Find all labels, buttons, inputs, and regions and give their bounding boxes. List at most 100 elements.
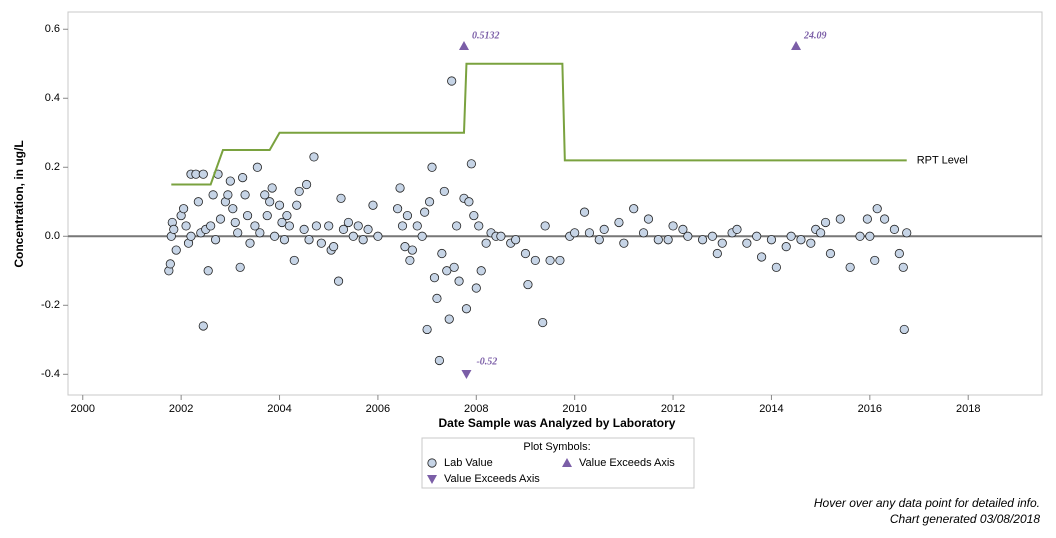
lab-value-point <box>324 221 334 231</box>
lab-value-point <box>766 235 777 245</box>
lab-value-point <box>233 228 243 238</box>
legend-label: Lab Value <box>444 457 493 469</box>
note: Chart generated 03/08/2018 <box>890 512 1040 526</box>
lab-value-point <box>466 159 476 169</box>
lab-value-point <box>862 214 872 224</box>
lab-value-point <box>786 231 796 241</box>
lab-value-point <box>434 355 444 366</box>
lab-value-point <box>338 224 349 234</box>
lab-value-point <box>781 242 791 252</box>
lab-value-point <box>193 197 203 207</box>
lab-value-point <box>898 262 908 272</box>
line-label: RPT Level <box>917 154 968 166</box>
lab-value-point <box>250 221 260 231</box>
lab-value-point <box>872 204 882 214</box>
lab-value-point <box>806 238 816 248</box>
lab-value-point <box>260 190 270 200</box>
lab-value-point <box>198 321 208 331</box>
lab-value-point <box>619 238 629 248</box>
lab-value-point <box>400 242 410 252</box>
lab-value-point <box>402 210 413 221</box>
y-tick-label: 0.4 <box>45 92 60 104</box>
lab-value-point <box>299 224 309 234</box>
lab-value-point <box>238 173 248 183</box>
lab-value-point <box>902 228 912 238</box>
lab-value-point <box>629 204 639 214</box>
x-axis-label: Date Sample was Analyzed by Laboratory <box>439 416 676 430</box>
lab-value-point <box>215 214 226 224</box>
lab-value-point <box>179 204 189 214</box>
x-tick-label: 2014 <box>759 403 783 415</box>
lab-value-point <box>171 245 181 255</box>
lab-value-point <box>235 262 245 272</box>
lab-value-point <box>879 214 890 224</box>
lab-value-point <box>223 190 233 200</box>
lab-value-point <box>442 266 452 276</box>
lab-value-point <box>732 224 742 234</box>
lab-value-point <box>186 231 196 241</box>
x-tick-label: 2002 <box>169 403 193 415</box>
lab-value-point <box>424 197 435 207</box>
lab-value-point <box>412 221 422 231</box>
lab-value-point <box>343 217 353 228</box>
lab-value-point <box>210 235 221 245</box>
lab-value-point <box>262 210 272 221</box>
lab-value-point <box>742 238 752 248</box>
lab-value-point <box>835 214 845 224</box>
lab-value-point <box>333 276 344 286</box>
lab-value-point <box>653 235 663 245</box>
exceeds-marker <box>791 41 802 50</box>
lab-value-point <box>198 169 208 179</box>
lab-value-point <box>594 235 604 245</box>
lab-value-point <box>311 221 322 231</box>
lab-value-point <box>289 255 299 266</box>
lab-value-point <box>796 235 806 245</box>
lab-value-point <box>870 255 880 266</box>
lab-value-point <box>417 231 427 241</box>
lab-value-point <box>336 193 346 203</box>
value-label: -0.52 <box>476 356 497 367</box>
lab-value-point <box>353 221 363 231</box>
lab-value-point <box>520 248 531 259</box>
lab-value-point <box>228 204 238 214</box>
lab-value-point <box>697 235 708 245</box>
lab-value-point <box>816 228 826 238</box>
lab-value-point <box>422 324 432 335</box>
lab-value-point <box>292 200 302 210</box>
lab-value-point <box>899 324 909 335</box>
lab-value-point <box>717 238 727 248</box>
lab-value-point <box>432 293 442 303</box>
lab-value-point <box>511 235 521 245</box>
x-tick-label: 2000 <box>71 403 95 415</box>
lab-value-point <box>397 221 408 231</box>
lab-value-point <box>444 314 454 324</box>
lab-value-point <box>230 217 240 228</box>
lab-value-point <box>274 200 285 210</box>
exceeds-marker <box>458 41 469 50</box>
lab-value-point <box>277 217 287 228</box>
y-tick-label: 0.0 <box>45 230 60 242</box>
lab-value-point <box>461 304 472 314</box>
x-tick-label: 2012 <box>661 403 685 415</box>
lab-value-point <box>429 273 440 283</box>
lab-value-point <box>181 221 191 231</box>
lab-value-point <box>545 255 555 266</box>
lab-value-point <box>757 252 767 262</box>
lab-value-point <box>449 262 459 272</box>
lab-value-point <box>407 245 417 255</box>
lab-value-point <box>452 221 462 231</box>
lab-value-point <box>481 238 491 248</box>
lab-value-point <box>420 207 430 217</box>
lab-value-point <box>363 224 373 234</box>
lab-value-point <box>208 190 218 200</box>
lab-value-point <box>584 228 595 238</box>
lab-value-point <box>538 317 548 328</box>
y-tick-label: -0.4 <box>41 368 60 380</box>
lab-value-point <box>771 262 781 272</box>
exceeds-marker <box>461 370 472 379</box>
legend-symbol <box>562 458 572 467</box>
lab-value-point <box>282 210 292 221</box>
lab-value-point <box>712 248 722 259</box>
lab-value-point <box>255 228 265 238</box>
